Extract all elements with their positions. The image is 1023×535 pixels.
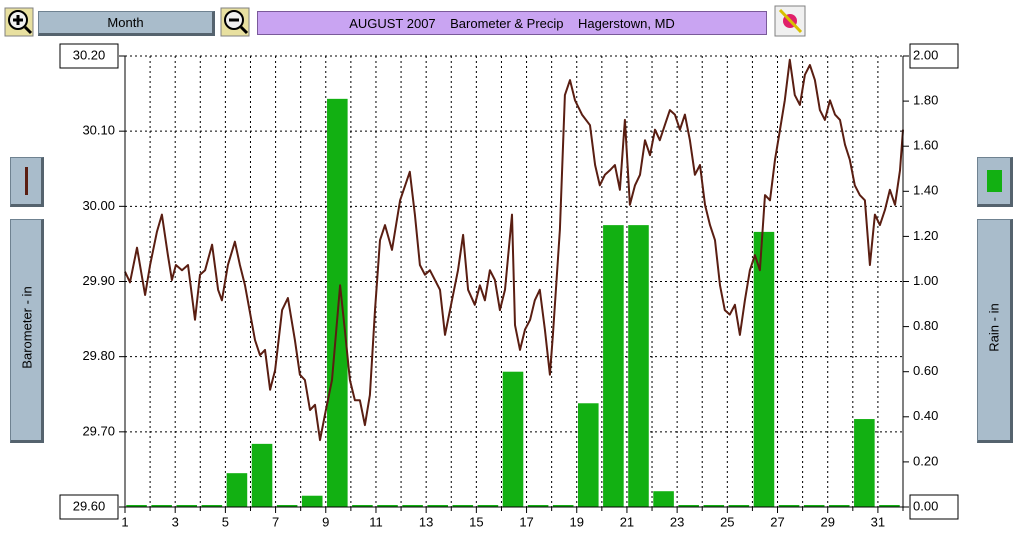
bar bbox=[452, 505, 474, 507]
y2-tick-label: 0.80 bbox=[913, 318, 938, 333]
y2-tick-label: 2.00 bbox=[913, 47, 938, 62]
x-tick-label: 1 bbox=[121, 514, 128, 529]
bar bbox=[803, 505, 825, 507]
bar bbox=[301, 495, 323, 507]
y2-tick-label: 0.40 bbox=[913, 408, 938, 423]
y-tick-label: 30.00 bbox=[82, 198, 115, 213]
bar bbox=[251, 443, 273, 507]
bar bbox=[753, 231, 775, 507]
bar bbox=[603, 225, 624, 507]
bar bbox=[477, 505, 499, 507]
y2-tick-label: 0.20 bbox=[913, 453, 938, 468]
y-end-box bbox=[59, 494, 119, 520]
y2-tick-label: 0.00 bbox=[913, 498, 938, 513]
bar bbox=[778, 505, 800, 507]
y2-end-box bbox=[909, 43, 959, 69]
bar bbox=[527, 505, 549, 507]
y2-tick-label: 1.80 bbox=[913, 93, 938, 108]
y2-tick-label: 1.20 bbox=[913, 228, 938, 243]
y2-tick-label: 1.00 bbox=[913, 273, 938, 288]
bar bbox=[176, 505, 198, 507]
y-tick-label: 29.90 bbox=[82, 273, 115, 288]
y-end-box bbox=[59, 43, 119, 69]
y2-tick-label: 1.40 bbox=[913, 183, 938, 198]
bar bbox=[226, 473, 248, 507]
bar bbox=[201, 505, 223, 507]
bar bbox=[276, 505, 298, 507]
bar bbox=[427, 505, 448, 507]
y-tick-label: 29.80 bbox=[82, 348, 115, 363]
bar bbox=[879, 505, 900, 507]
x-tick-label: 5 bbox=[222, 514, 229, 529]
bar bbox=[828, 505, 850, 507]
x-tick-label: 3 bbox=[172, 514, 179, 529]
x-tick-label: 11 bbox=[369, 514, 383, 529]
y2-axis-label: Rain - in bbox=[986, 303, 1002, 352]
x-tick-label: 13 bbox=[419, 514, 433, 529]
print-icon[interactable] bbox=[774, 5, 806, 37]
bar bbox=[628, 225, 649, 507]
x-tick-label: 9 bbox=[322, 514, 329, 529]
bar bbox=[854, 419, 875, 507]
bar bbox=[552, 505, 574, 507]
bar bbox=[402, 505, 423, 507]
y2-tick-label: 1.60 bbox=[913, 138, 938, 153]
x-tick-label: 27 bbox=[770, 514, 784, 529]
left-axis-button[interactable]: Barometer - in bbox=[10, 219, 44, 443]
y2-tick-label: 0.60 bbox=[913, 363, 938, 378]
bar bbox=[377, 505, 398, 507]
rain-legend-button[interactable] bbox=[977, 157, 1013, 207]
bar bbox=[703, 505, 725, 507]
bar bbox=[728, 505, 750, 507]
x-tick-label: 15 bbox=[469, 514, 483, 529]
bar bbox=[653, 491, 674, 507]
bar bbox=[577, 403, 599, 507]
legend-bar-swatch bbox=[987, 170, 1002, 192]
barometer-legend-button[interactable] bbox=[10, 157, 44, 207]
zoom-in-icon[interactable] bbox=[4, 7, 34, 37]
x-tick-label: 23 bbox=[670, 514, 684, 529]
y-tick-label: 29.70 bbox=[82, 423, 115, 438]
zoom-out-icon[interactable] bbox=[220, 7, 250, 37]
y-tick-label: 30.20 bbox=[73, 47, 106, 62]
bar bbox=[502, 371, 524, 507]
bar bbox=[678, 505, 699, 507]
x-tick-label: 17 bbox=[519, 514, 533, 529]
chart-title: AUGUST 2007 Barometer & Precip Hagerstow… bbox=[257, 11, 767, 35]
x-tick-label: 25 bbox=[720, 514, 734, 529]
bar bbox=[151, 505, 172, 507]
bar bbox=[352, 505, 373, 507]
x-tick-label: 21 bbox=[620, 514, 634, 529]
x-tick-label: 7 bbox=[272, 514, 279, 529]
x-tick-label: 29 bbox=[820, 514, 834, 529]
y-axis-label: Barometer - in bbox=[19, 286, 35, 369]
bar bbox=[126, 505, 147, 507]
x-tick-label: 31 bbox=[871, 514, 885, 529]
y2-end-box bbox=[909, 494, 959, 520]
x-tick-label: 19 bbox=[570, 514, 584, 529]
legend-line-swatch bbox=[25, 167, 28, 195]
right-axis-button[interactable]: Rain - in bbox=[977, 219, 1013, 443]
y-tick-label: 30.10 bbox=[82, 123, 115, 138]
y-tick-label: 29.60 bbox=[73, 498, 106, 513]
period-button[interactable]: Month bbox=[38, 11, 215, 36]
bar bbox=[327, 98, 348, 507]
line bbox=[124, 58, 904, 442]
